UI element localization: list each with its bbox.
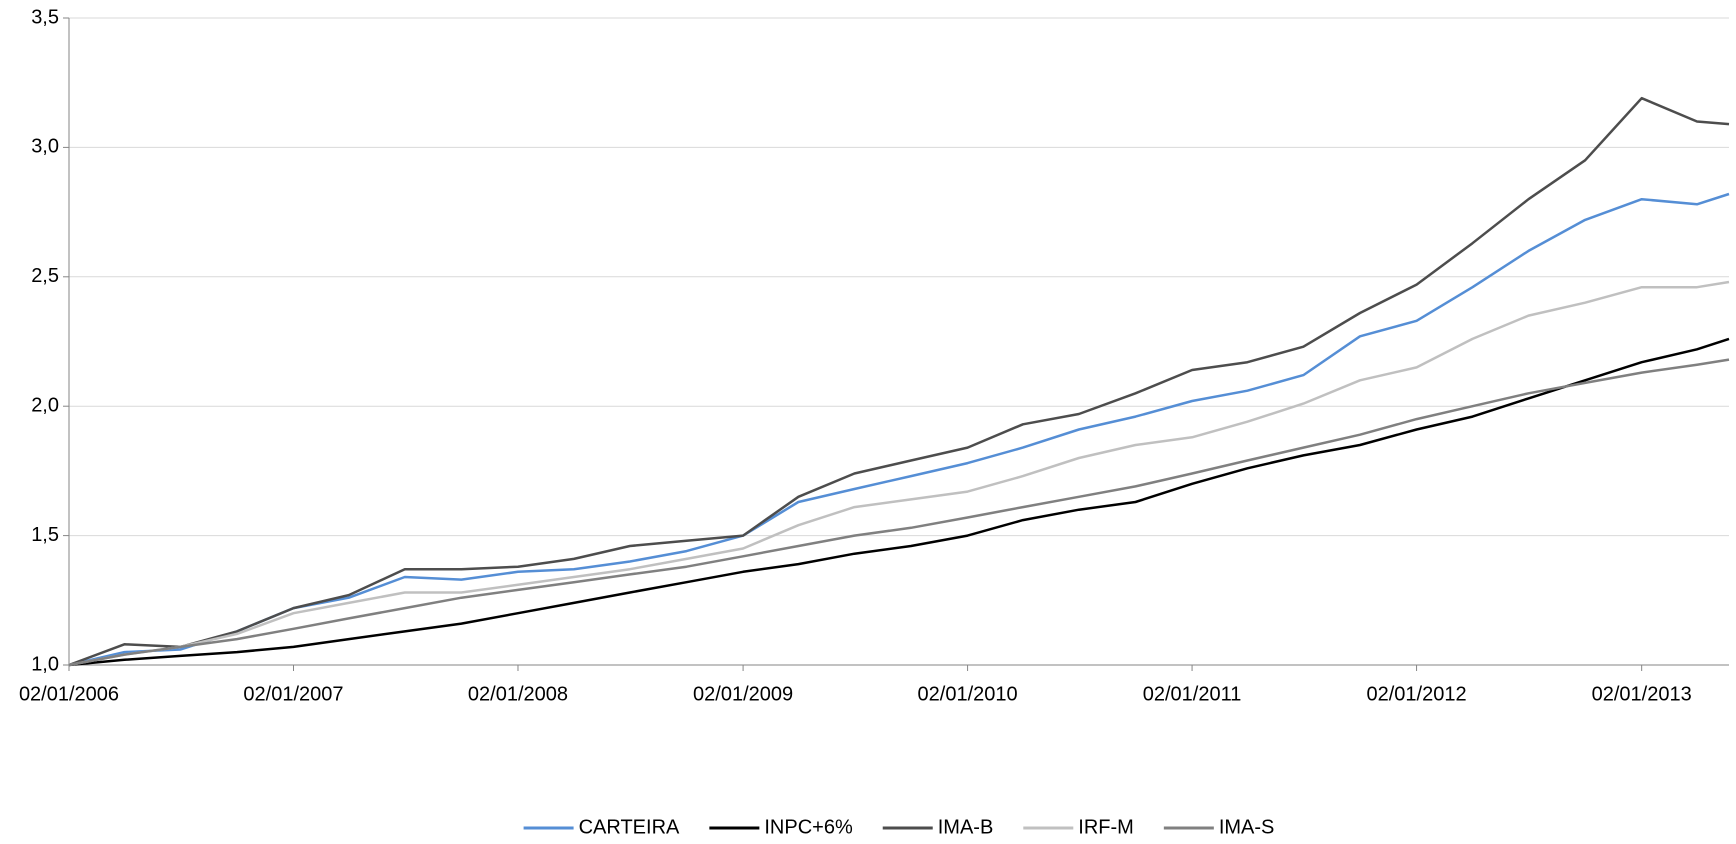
legend-label: IMA-B xyxy=(938,816,994,838)
legend-label: IMA-S xyxy=(1219,816,1275,838)
legend-label: CARTEIRA xyxy=(579,816,680,838)
y-tick-label: 3,0 xyxy=(31,136,59,158)
legend-label: IRF-M xyxy=(1078,816,1134,838)
y-tick-label: 1,5 xyxy=(31,524,59,546)
y-tick-label: 2,5 xyxy=(31,265,59,287)
x-tick-label: 02/01/2011 xyxy=(1143,683,1242,705)
x-tick-label: 02/01/2013 xyxy=(1592,683,1692,705)
series-line xyxy=(68,280,1730,667)
x-tick-label: 02/01/2010 xyxy=(918,683,1018,705)
x-tick-label: 02/01/2012 xyxy=(1367,683,1467,705)
y-tick-label: 1,0 xyxy=(31,653,59,675)
x-tick-label: 02/01/2007 xyxy=(243,683,343,705)
series-line xyxy=(68,192,1730,667)
x-tick-label: 02/01/2008 xyxy=(468,683,568,705)
series-line xyxy=(68,337,1730,667)
series-line xyxy=(68,96,1730,667)
x-tick-label: 02/01/2009 xyxy=(693,683,793,705)
series-line xyxy=(68,358,1730,667)
y-tick-label: 2,0 xyxy=(31,394,59,416)
y-tick-label: 3,5 xyxy=(31,6,59,28)
legend-label: INPC+6% xyxy=(764,816,853,838)
x-tick-label: 02/01/2006 xyxy=(19,683,119,705)
